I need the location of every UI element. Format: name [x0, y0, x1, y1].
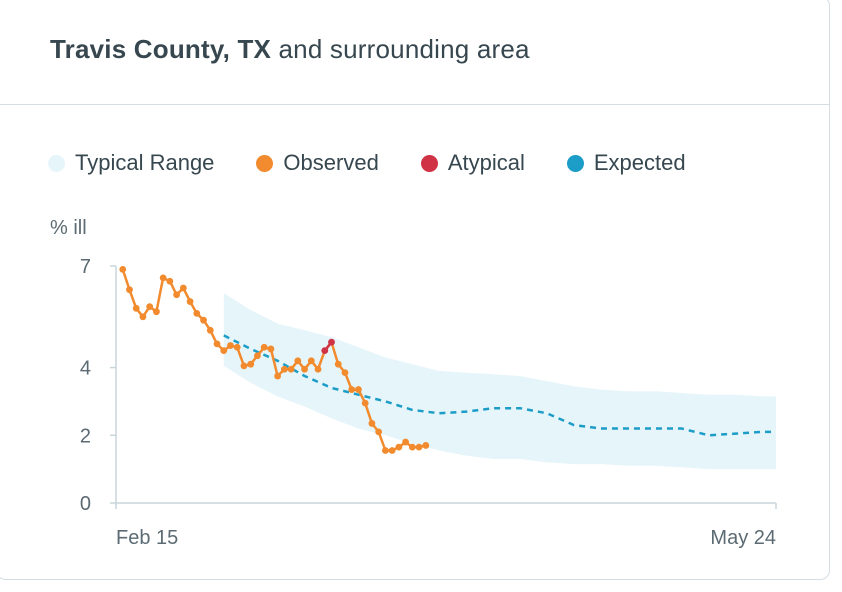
- title-suffix: and surrounding area: [278, 34, 530, 64]
- y-tick-label: 0: [80, 493, 91, 515]
- observed-point: [254, 352, 261, 360]
- atypical-dot-icon: [420, 154, 438, 172]
- legend-item-typical-range[interactable]: Typical Range: [48, 150, 214, 176]
- observed-point: [381, 447, 389, 454]
- observed-point: [355, 386, 362, 393]
- expected-series-line: [223, 334, 776, 437]
- observed-point: [375, 428, 383, 436]
- observed-point: [395, 443, 403, 451]
- observed-point: [388, 447, 396, 454]
- legend-label: Observed: [283, 150, 379, 175]
- legend-label: Expected: [593, 150, 686, 175]
- observed-point: [179, 284, 187, 292]
- observed-point: [220, 347, 228, 355]
- chart-legend: Typical Range Observed Atypical Expected: [48, 150, 728, 176]
- observed-dot-icon: [256, 154, 274, 172]
- observed-point: [132, 304, 140, 312]
- observed-point: [341, 369, 349, 377]
- observed-point: [206, 326, 214, 334]
- observed-point: [307, 357, 315, 365]
- observed-point: [294, 357, 302, 365]
- observed-point: [408, 443, 416, 451]
- observed-point: [368, 420, 376, 427]
- y-tick-label: 2: [80, 425, 91, 447]
- observed-series-line: [121, 269, 427, 452]
- observed-point: [153, 308, 160, 316]
- observed-point: [213, 340, 221, 348]
- observed-point: [240, 362, 248, 370]
- observed-point: [280, 365, 288, 373]
- observed-point: [415, 443, 423, 451]
- observed-point: [173, 291, 181, 299]
- observed-point: [166, 277, 174, 285]
- page-title: Travis County, TX and surrounding area: [50, 34, 530, 65]
- observed-point: [287, 365, 295, 373]
- observed-point: [402, 438, 409, 446]
- observed-point: [334, 360, 342, 368]
- card-header: Travis County, TX and surrounding area: [0, 0, 829, 105]
- legend-label: Typical Range: [75, 150, 215, 175]
- atypical-point: [328, 338, 335, 346]
- observed-point: [260, 343, 268, 351]
- chart-card: Travis County, TX and surrounding area: [0, 0, 830, 580]
- legend-item-expected[interactable]: Expected: [566, 150, 686, 176]
- legend-item-observed[interactable]: Observed: [256, 150, 379, 176]
- observed-point: [186, 298, 194, 305]
- observed-point: [301, 365, 308, 373]
- y-tick-label: 7: [80, 256, 91, 278]
- y-axis-label: % ill: [50, 217, 87, 239]
- observed-point: [146, 303, 154, 311]
- title-location: Travis County, TX: [50, 34, 272, 64]
- expected-dot-icon: [566, 154, 584, 172]
- observed-point: [227, 342, 234, 349]
- observed-point: [200, 316, 207, 324]
- observed-point: [159, 274, 167, 282]
- typical-range-band: [223, 293, 777, 470]
- observed-point: [361, 399, 369, 407]
- legend-label: Atypical: [447, 150, 525, 175]
- legend-item-atypical[interactable]: Atypical: [420, 150, 525, 176]
- x-tick-label: May 24: [710, 527, 776, 549]
- x-tick-label: Feb 15: [116, 527, 178, 549]
- atypical-point: [321, 347, 329, 355]
- observed-point: [267, 345, 275, 353]
- typical-range-dot-icon: [48, 154, 65, 172]
- observed-point: [348, 386, 356, 393]
- observed-point: [247, 360, 255, 368]
- observed-point: [233, 343, 241, 351]
- y-tick-label: 4: [80, 358, 91, 380]
- observed-point: [119, 265, 127, 273]
- observed-point: [274, 372, 282, 380]
- observed-point: [126, 286, 133, 294]
- observed-point: [193, 310, 201, 317]
- observed-point: [139, 313, 147, 321]
- observed-point: [314, 365, 322, 373]
- observed-point: [422, 442, 430, 449]
